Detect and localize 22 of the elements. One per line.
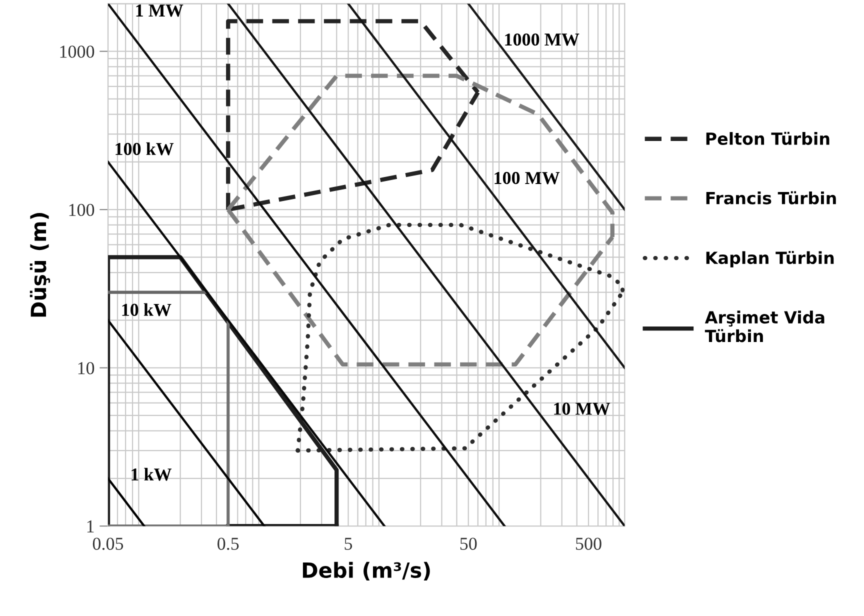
annotation: 1000 MW [505,34,580,46]
annotation: 1 MW [136,4,184,17]
legend-label: Pelton Türbin [706,132,830,145]
annotation: 1 kW [132,468,172,481]
x-tick-label: 0.05 [92,538,124,550]
x-tick-label: 50 [460,538,477,550]
x-tick-label: 500 [576,538,602,550]
y-tick-label: 10 [78,362,94,374]
legend-label: Kaplan Türbin [706,250,834,268]
legend-label: Arşimet Vida Türbin [704,310,824,342]
legend-label: Francis Türbin [706,191,836,204]
x-tick-label: 0.5 [218,538,239,550]
annotation: 100 kW [116,142,174,156]
x-axis-title: Debi (m³/s) [302,562,430,580]
annotation: 10 MW [554,402,610,415]
y-tick-label: 100 [69,204,94,216]
x-tick-label: 5 [344,538,352,550]
y-tick-label: 1000 [60,46,94,58]
annotation: 100 MW [494,172,560,184]
y-tick-label: 1 [87,520,94,532]
annotation: 10 kW [122,303,172,316]
y-axis-title: Düşü (m) [30,212,50,317]
